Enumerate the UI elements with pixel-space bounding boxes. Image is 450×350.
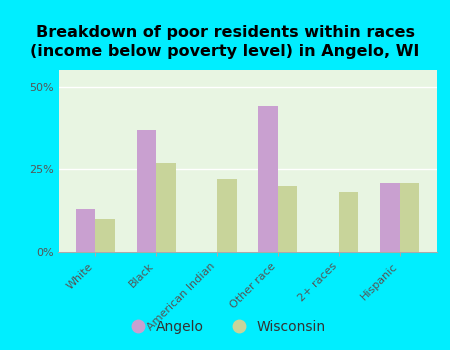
- Bar: [380, 182, 400, 252]
- Bar: [156, 163, 176, 252]
- Legend: Angelo, Wisconsin: Angelo, Wisconsin: [118, 314, 332, 340]
- Bar: [339, 193, 358, 252]
- Bar: [95, 219, 115, 252]
- Bar: [217, 179, 237, 252]
- Bar: [258, 106, 278, 252]
- Text: Breakdown of poor residents within races
(income below poverty level) in Angelo,: Breakdown of poor residents within races…: [30, 25, 420, 59]
- Bar: [137, 130, 156, 252]
- Bar: [278, 186, 297, 252]
- Bar: [400, 182, 419, 252]
- Bar: [76, 209, 95, 252]
